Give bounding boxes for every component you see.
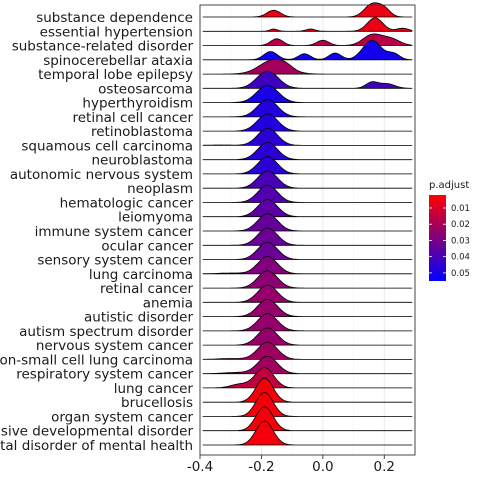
y-tick-label: non-small cell lung carcinoma (0, 352, 193, 368)
y-tick-label: autism spectrum disorder (19, 324, 193, 340)
legend-tick-label: 0.01 (451, 204, 470, 214)
ridge-8 (202, 99, 413, 118)
ridge-15 (202, 199, 413, 218)
y-tick-label: essential hypertension (40, 24, 193, 40)
y-tick-label: spinocerebellar ataxia (43, 53, 193, 69)
ridge-11 (202, 142, 413, 161)
y-tick-label: respiratory system cancer (16, 367, 193, 383)
y-tick-label: organ system cancer (51, 409, 193, 425)
y-tick-label: lung carcinoma (89, 267, 193, 283)
ridge-12 (202, 156, 413, 175)
x-tick-label: 0.0 (312, 459, 333, 475)
ridge-6 (202, 70, 413, 89)
y-tick-label: hematologic cancer (60, 195, 194, 211)
ridge-26 (202, 356, 413, 375)
y-tick-label: brucellosis (121, 395, 193, 411)
ridge-20 (202, 270, 413, 289)
x-axis: -0.4 -0.2 0.0 0.2 (187, 455, 395, 475)
y-tick-label: autistic disorder (84, 310, 193, 326)
ridge-29 (202, 392, 413, 417)
panel-border (199, 4, 416, 456)
legend-title: p.adjust (429, 180, 469, 191)
y-tick-label: lung cancer (114, 381, 194, 397)
y-tick-label: pervasive developmental disorder (0, 424, 193, 440)
ridge-10 (202, 127, 413, 146)
ridge-17 (202, 227, 413, 246)
x-tick-label: 0.2 (374, 459, 395, 475)
y-tick-label: developmental disorder of mental health (0, 438, 193, 454)
y-tick-label: temporal lobe epilepsy (38, 67, 193, 83)
ridge-21 (202, 284, 413, 303)
ridges (202, 2, 413, 446)
y-tick-label: osteosarcoma (98, 81, 193, 97)
y-tick-label: retinal cancer (100, 281, 193, 297)
legend-colorbar (429, 195, 446, 281)
y-tick-label: neoplasm (127, 181, 193, 197)
ridge-4 (202, 39, 413, 61)
y-tick-label: immune system cancer (35, 224, 194, 240)
ridge-19 (202, 256, 413, 275)
ridge-31 (202, 420, 413, 446)
y-tick-label: leiomyoma (118, 210, 193, 226)
legend-ticks: 0.01 0.02 0.03 0.04 0.05 (429, 204, 470, 279)
ridge-7 (202, 85, 413, 103)
ridge-25 (202, 341, 413, 360)
y-tick-label: autonomic nervous system (10, 167, 193, 183)
ridge-9 (202, 113, 413, 132)
legend-tick-label: 0.02 (451, 220, 470, 230)
ridge-5 (202, 59, 413, 75)
ridge-13 (202, 170, 413, 189)
y-tick-label: neuroblastoma (91, 153, 193, 169)
y-tick-label: substance dependence (36, 10, 193, 26)
ridge-22 (202, 299, 413, 317)
ridge-1 (202, 2, 413, 18)
y-tick-label: retinal cell cancer (72, 110, 193, 126)
legend-tick-label: 0.05 (451, 269, 470, 279)
ridge-23 (202, 313, 413, 332)
ridge-28 (202, 377, 413, 403)
legend-tick-label: 0.04 (451, 253, 470, 263)
y-tick-label: anemia (143, 295, 193, 311)
y-tick-label: substance-related disorder (12, 39, 194, 55)
y-tick-label: hyperthyroidism (82, 96, 193, 112)
y-tick-label: ocular cancer (101, 238, 193, 254)
y-tick-label: nervous system cancer (36, 338, 194, 354)
ridge-27 (202, 367, 413, 389)
x-tick-label: -0.4 (187, 459, 213, 475)
ridge-18 (202, 241, 413, 260)
ridge-24 (202, 327, 413, 346)
legend: p.adjust 0.01 0.02 0.03 0.04 0.05 (429, 180, 470, 281)
ridge-30 (202, 406, 413, 432)
ridge-3 (202, 33, 413, 46)
ridge-2 (202, 17, 413, 32)
y-tick-label: retinoblastoma (91, 124, 193, 140)
ridge-14 (202, 184, 413, 203)
y-tick-label: squamous cell carcinoma (21, 138, 193, 154)
x-tick-label: -0.2 (248, 459, 274, 475)
y-tick-label: sensory system cancer (37, 253, 193, 269)
ridge-16 (202, 213, 413, 232)
legend-tick-label: 0.03 (451, 236, 470, 246)
